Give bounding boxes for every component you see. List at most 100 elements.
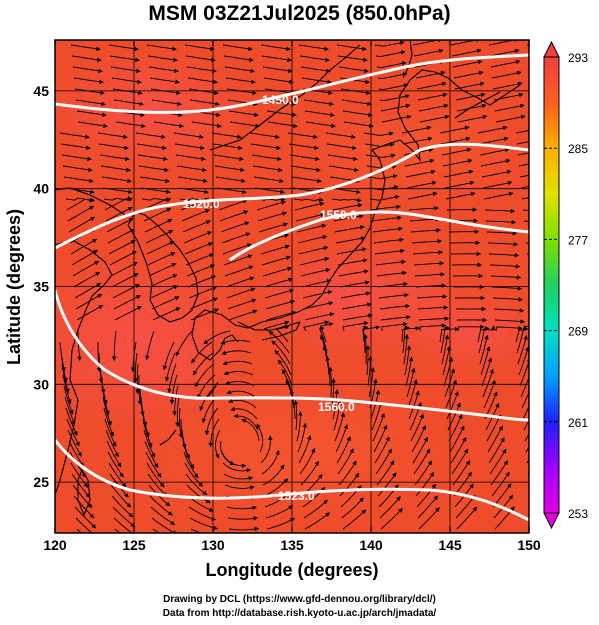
wind-arrow <box>528 484 529 485</box>
wind-arrow <box>443 169 474 178</box>
wind-arrow <box>452 59 483 68</box>
wind-arrow <box>371 401 383 431</box>
wind-arrow <box>330 187 361 195</box>
wind-arrow <box>412 250 444 255</box>
wind-arrow <box>103 407 115 437</box>
wind-arrow <box>442 345 452 376</box>
wind-arrow <box>104 196 133 211</box>
wind-arrow <box>486 414 501 442</box>
wind-arrow <box>107 228 135 244</box>
wind-arrow <box>374 248 405 255</box>
wind-arrow <box>490 59 521 68</box>
wind-arrow <box>340 291 371 299</box>
wind-arrow <box>175 154 206 162</box>
wind-arrow <box>263 277 294 288</box>
wind-arrow <box>112 506 136 528</box>
wind-arrow <box>266 110 297 118</box>
wind-arrow <box>482 368 494 398</box>
wind-arrow <box>416 483 437 508</box>
x-tick-label: 135 <box>280 537 304 553</box>
wind-arrow <box>487 241 519 247</box>
wind-arrow <box>271 340 291 365</box>
wind-arrow <box>367 174 398 180</box>
wind-arrow <box>418 103 449 112</box>
wind-arrow <box>228 110 259 118</box>
wind-arrow <box>62 165 93 173</box>
wind-arrow <box>151 517 178 533</box>
wind-arrow <box>403 334 410 365</box>
wind-arrow <box>152 528 160 533</box>
wind-arrow <box>480 158 511 167</box>
wind-arrow <box>377 281 408 288</box>
wind-arrow <box>197 374 216 400</box>
wind-arrow <box>62 374 72 405</box>
wind-arrow <box>105 206 133 222</box>
wind-arrow <box>71 473 91 498</box>
wind-arrow <box>372 226 403 233</box>
wind-arrow <box>146 44 177 52</box>
y-tick-label: 35 <box>33 279 49 295</box>
wind-arrow <box>368 367 376 398</box>
wind-arrow <box>208 418 220 448</box>
y-tick-labels: 25 30 35 40 45 <box>33 83 49 490</box>
wind-arrow <box>252 165 283 173</box>
wind-arrow <box>516 141 529 145</box>
wind-arrow <box>150 506 176 526</box>
wind-arrow <box>185 55 216 63</box>
wind-arrow <box>408 205 440 211</box>
colorbar-top-arrow <box>543 40 560 58</box>
wind-arrow <box>477 325 496 343</box>
wind-arrow <box>226 287 256 299</box>
x-tick-label: 150 <box>517 537 541 553</box>
wind-arrow <box>263 320 290 332</box>
wind-arrow <box>489 448 507 475</box>
wind-arrow <box>337 258 368 266</box>
wind-arrow <box>372 412 385 442</box>
wind-arrow <box>333 400 342 431</box>
wind-arrow <box>377 72 408 80</box>
wind-arrow <box>261 55 292 63</box>
wind-arrow <box>66 197 95 211</box>
wind-arrow <box>72 484 93 509</box>
wind-arrow <box>150 285 179 299</box>
wind-arrow <box>413 261 445 266</box>
wind-arrow <box>305 121 336 129</box>
wind-arrow <box>338 269 369 277</box>
wind-arrow <box>130 341 137 372</box>
wind-arrow <box>263 77 294 85</box>
wind-arrow <box>443 356 453 387</box>
wind-arrow <box>219 210 249 222</box>
wind-arrow <box>113 99 144 107</box>
wind-arrow <box>190 308 220 321</box>
wind-arrow <box>221 451 247 469</box>
colorbar-tick-label: 269 <box>568 325 588 339</box>
wind-arrow <box>277 359 293 387</box>
wind-arrow <box>111 273 139 288</box>
wind-arrow <box>137 374 143 406</box>
wind-arrow <box>370 204 401 211</box>
wind-arrow <box>303 301 334 310</box>
wind-arrow <box>138 165 169 173</box>
credit-data: Data from http://database.rish.kyoto-u.a… <box>162 608 437 619</box>
wind-arrow <box>189 297 219 310</box>
wind-arrow <box>288 143 319 151</box>
wind-arrow <box>338 460 357 486</box>
wind-arrow <box>411 425 426 453</box>
wind-arrow <box>258 222 288 233</box>
wind-arrow <box>405 169 436 178</box>
wind-arrow <box>482 180 513 189</box>
wind-arrow <box>380 103 411 112</box>
wind-arrow <box>290 165 321 173</box>
wind-arrow <box>416 81 447 90</box>
wind-arrow <box>268 331 290 354</box>
wind-arrow <box>214 429 221 459</box>
wind-arrow <box>182 220 211 233</box>
wind-arrow <box>419 114 450 123</box>
wind-arrow <box>299 447 316 475</box>
wind-arrow <box>479 334 489 365</box>
wind-arrow <box>520 368 529 398</box>
wind-arrow <box>404 158 435 167</box>
contour-1560-left <box>55 289 221 400</box>
wind-arrow <box>249 132 280 140</box>
wind-arrow <box>145 451 162 478</box>
